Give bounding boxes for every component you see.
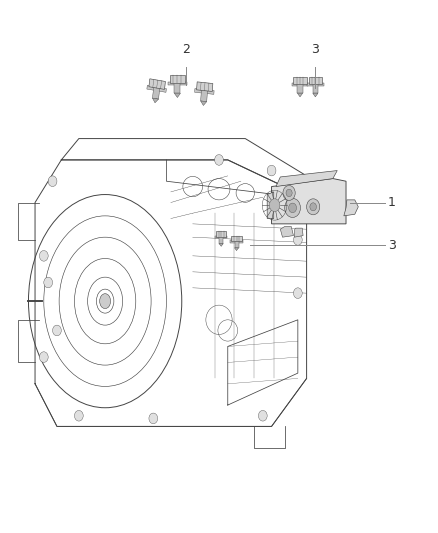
Polygon shape [313,83,318,93]
Circle shape [285,198,300,217]
Polygon shape [230,240,243,243]
Polygon shape [149,79,166,90]
Polygon shape [219,236,223,244]
Circle shape [269,199,280,212]
Polygon shape [297,93,303,97]
Polygon shape [201,89,208,102]
Text: 2: 2 [182,43,190,56]
Polygon shape [152,86,160,99]
Polygon shape [174,82,180,93]
Circle shape [286,189,292,197]
Polygon shape [294,228,303,237]
Circle shape [44,277,53,288]
Polygon shape [293,77,307,84]
Circle shape [53,325,61,336]
Polygon shape [170,75,185,83]
Polygon shape [267,192,274,219]
Polygon shape [219,244,223,246]
Polygon shape [234,240,239,248]
Polygon shape [231,236,242,241]
Polygon shape [147,85,166,92]
Ellipse shape [99,294,110,309]
Polygon shape [313,93,318,97]
Polygon shape [234,248,239,251]
Circle shape [289,203,297,213]
Circle shape [293,288,302,298]
Circle shape [39,352,48,362]
Polygon shape [344,200,358,216]
Polygon shape [297,83,303,93]
Polygon shape [174,93,180,98]
Circle shape [283,185,295,200]
Circle shape [149,413,158,424]
Circle shape [74,410,83,421]
Polygon shape [309,77,322,84]
Text: 3: 3 [388,239,396,252]
Polygon shape [152,98,159,103]
Circle shape [293,235,302,245]
Polygon shape [194,88,214,94]
Polygon shape [168,82,187,85]
Polygon shape [216,231,226,237]
Polygon shape [272,179,346,224]
Text: 1: 1 [388,196,396,209]
Circle shape [258,410,267,421]
Text: 3: 3 [311,43,319,56]
Circle shape [48,176,57,187]
Polygon shape [201,101,207,106]
Circle shape [310,203,316,211]
Polygon shape [280,227,293,237]
Circle shape [39,251,48,261]
Circle shape [307,199,320,215]
Polygon shape [307,83,324,86]
Polygon shape [197,82,213,92]
Circle shape [267,165,276,176]
Polygon shape [215,236,227,238]
Circle shape [215,155,223,165]
Polygon shape [292,83,308,86]
Polygon shape [276,171,337,187]
